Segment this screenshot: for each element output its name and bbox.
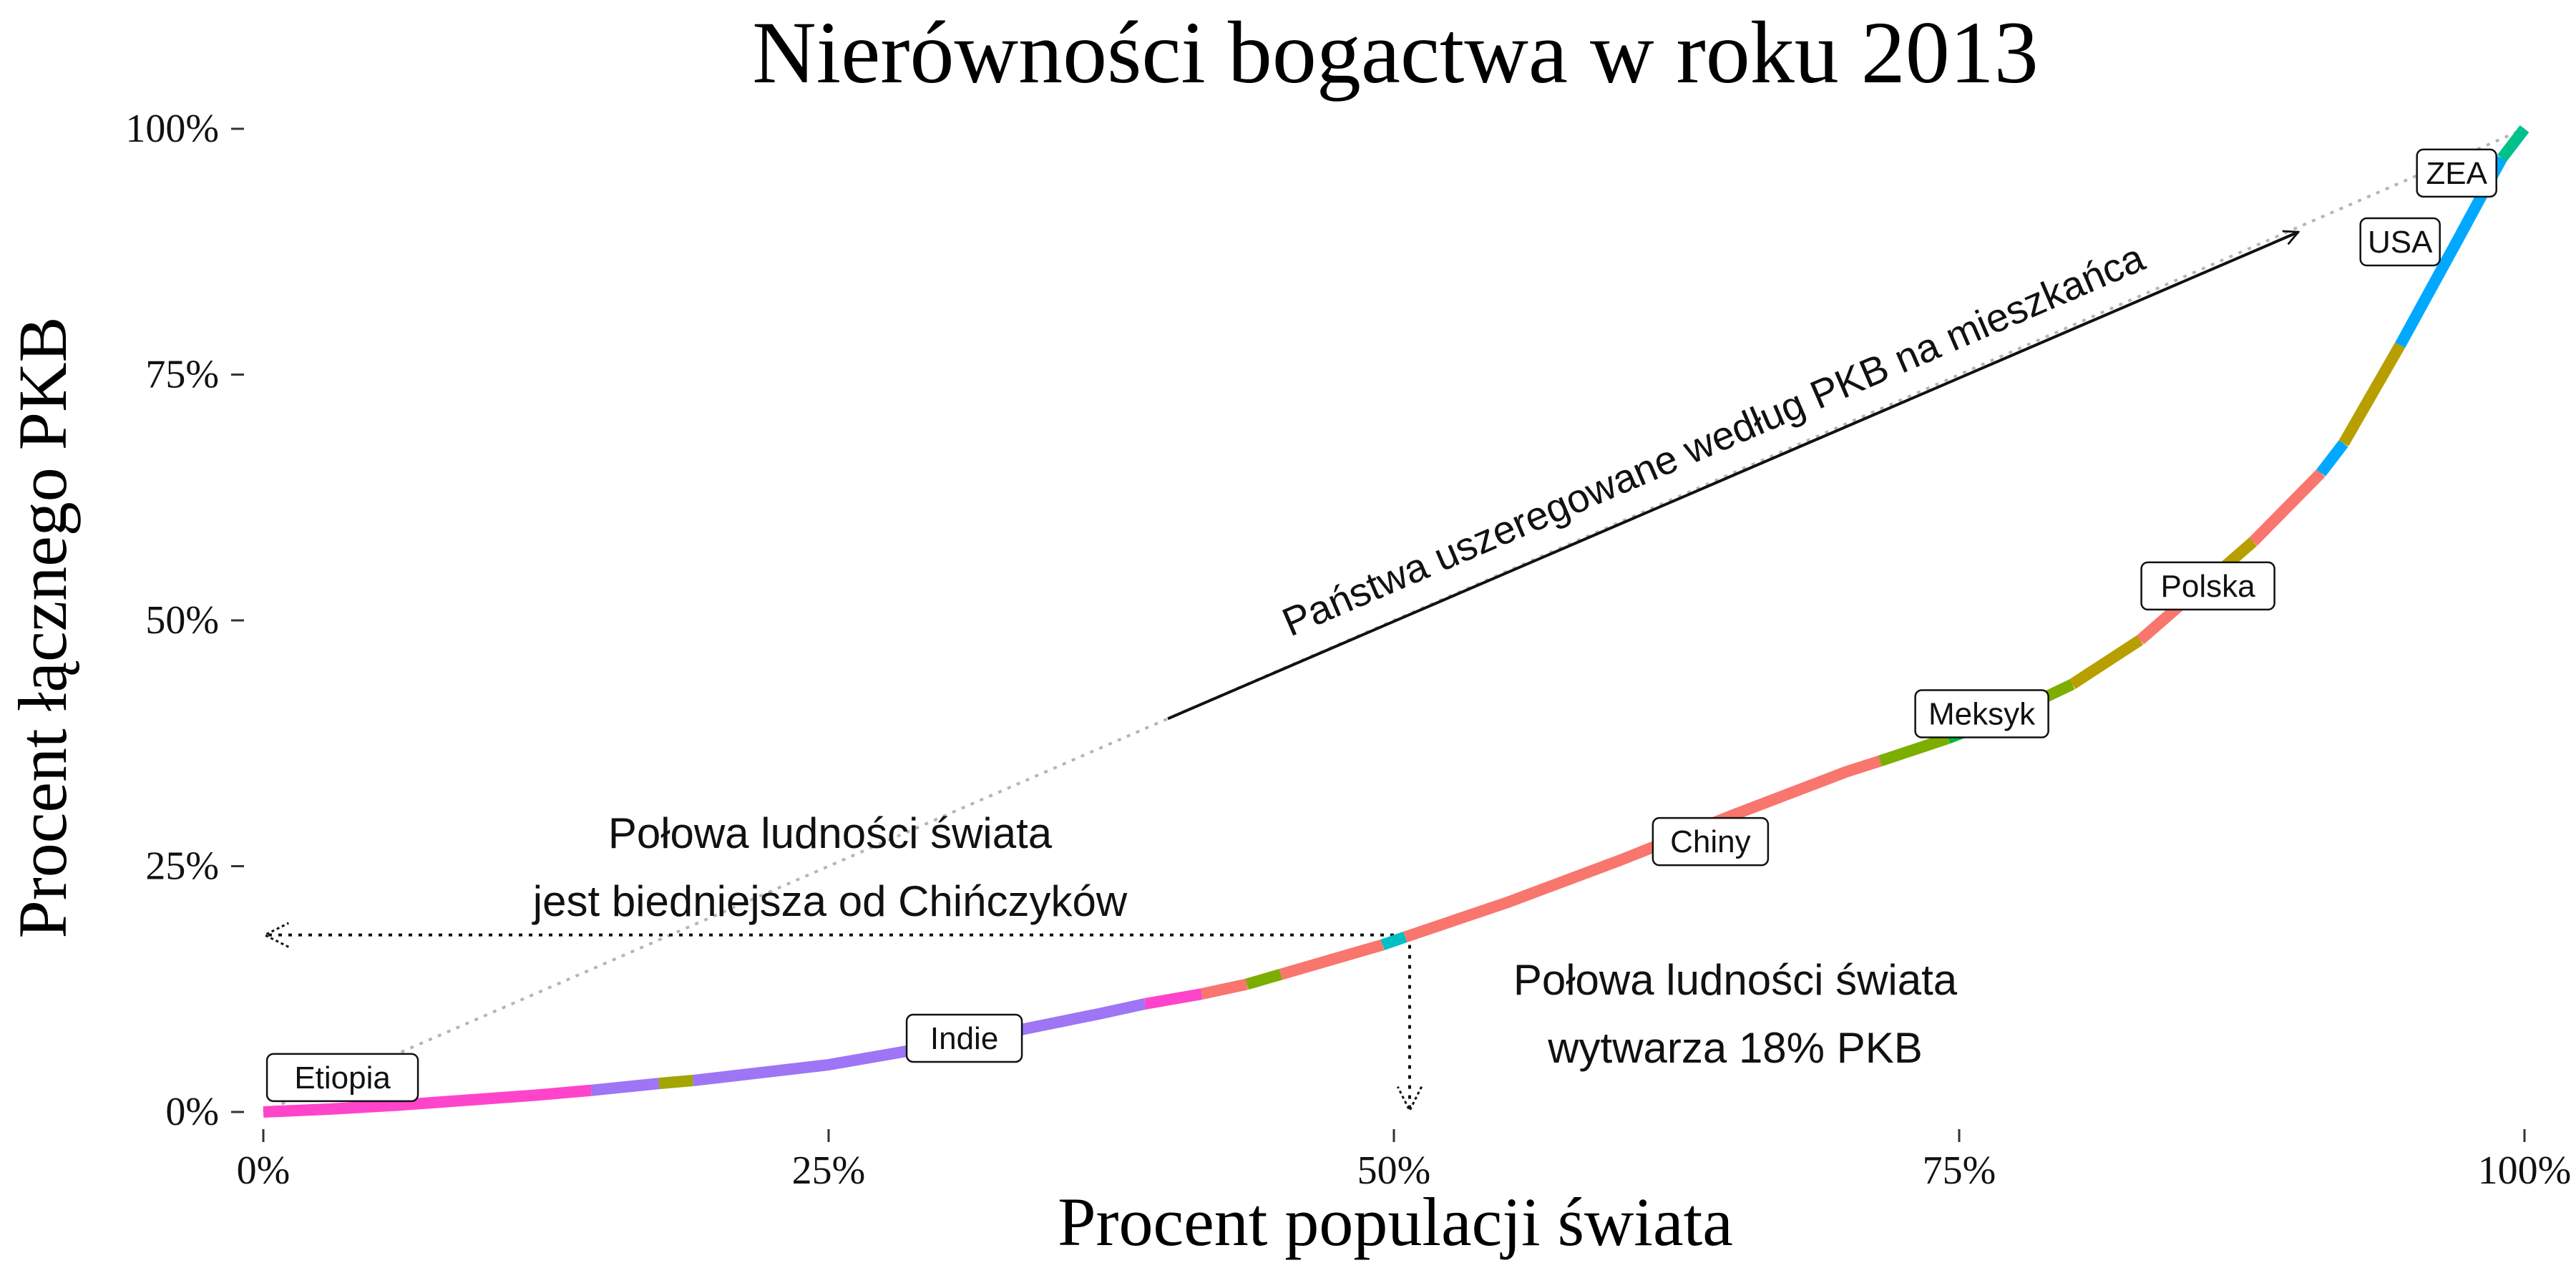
country-label-box-1 (905, 1013, 1023, 1063)
y-axis-ticks: 0% 25% 50% 75% 100% (125, 107, 244, 1134)
country-label-5: USA (2359, 217, 2441, 267)
country-label-1: Indie (905, 1013, 1023, 1063)
curve-segment-6 (1245, 968, 1283, 990)
y-tick-label-0: 0% (165, 1090, 219, 1134)
country-label-box-0 (265, 1053, 419, 1103)
country-label-text-5: USA (2368, 225, 2433, 260)
curve-segment-0 (263, 1084, 592, 1118)
y-axis-title: Procent łącznego PKB (4, 316, 81, 938)
y-tick-label-1: 25% (145, 844, 219, 889)
curve-segment-5 (1200, 978, 1249, 1000)
country-label-text-3: Meksyk (1928, 697, 2036, 732)
curve-segment-20 (2497, 125, 2529, 162)
left-annotation-line-1: Połowa ludności świata (608, 809, 1053, 857)
y-tick-label-4: 100% (125, 107, 219, 151)
country-label-text-1: Indie (930, 1021, 998, 1056)
x-axis-title: Procent populacji świata (1058, 1184, 1733, 1260)
country-label-text-4: Polska (2161, 569, 2256, 604)
curve-segment-10 (1878, 733, 1950, 767)
ranking-arrow-label: Państwa uszeregowane według PKB na miesz… (1276, 234, 2152, 645)
country-label-0: Etiopia (265, 1053, 419, 1103)
country-label-box-3 (1914, 689, 2049, 738)
curve-segment-13 (2069, 635, 2144, 690)
x-tick-label-4: 100% (2478, 1148, 2572, 1193)
x-axis-ticks: 0% 25% 50% 75% 100% (237, 1129, 2572, 1193)
country-label-4: Polska (2140, 561, 2275, 611)
x-tick-label-2: 50% (1357, 1148, 1431, 1193)
country-labels: Etiopia Indie Chiny Meksyk Polska USA ZEA (265, 148, 2497, 1103)
curve-segment-17 (2316, 439, 2348, 477)
country-label-2: Chiny (1652, 816, 1770, 867)
curve-segment-4 (1144, 988, 1203, 1010)
country-label-box-2 (1652, 816, 1770, 867)
country-label-box-6 (2416, 148, 2497, 198)
x-tick-label-0: 0% (237, 1148, 291, 1193)
left-annotation-line-2: jest biedniejsza od Chińczyków (532, 877, 1128, 925)
curve-segment-2 (658, 1075, 694, 1090)
curve-segment-18 (2338, 342, 2406, 447)
half-population-guides (265, 935, 1410, 1111)
country-label-text-6: ZEA (2426, 156, 2487, 191)
right-annotation-line-2: wytwarza 18% PKB (1547, 1024, 1923, 1072)
country-label-text-2: Chiny (1670, 824, 1751, 859)
right-annotation-line-1: Połowa ludności świata (1513, 956, 1958, 1004)
country-label-box-5 (2359, 217, 2441, 267)
curve-segment-7 (1279, 939, 1385, 980)
country-label-box-4 (2140, 561, 2275, 611)
y-tick-label-3: 75% (145, 353, 219, 397)
y-tick-label-2: 50% (145, 598, 219, 643)
ranking-arrow (1167, 232, 2298, 721)
country-label-text-0: Etiopia (294, 1060, 391, 1096)
country-label-3: Meksyk (1914, 689, 2049, 738)
curve-segment-8 (1380, 931, 1407, 950)
curve-segment-16 (2249, 469, 2326, 546)
chart-title: Nierówności bogactwa w roku 2013 (752, 4, 2039, 102)
country-label-6: ZEA (2416, 148, 2497, 198)
curve-segment-1 (590, 1078, 660, 1096)
x-tick-label-1: 25% (792, 1148, 866, 1193)
curve-segment-9 (1403, 755, 1882, 943)
x-tick-label-3: 75% (1923, 1148, 1996, 1193)
